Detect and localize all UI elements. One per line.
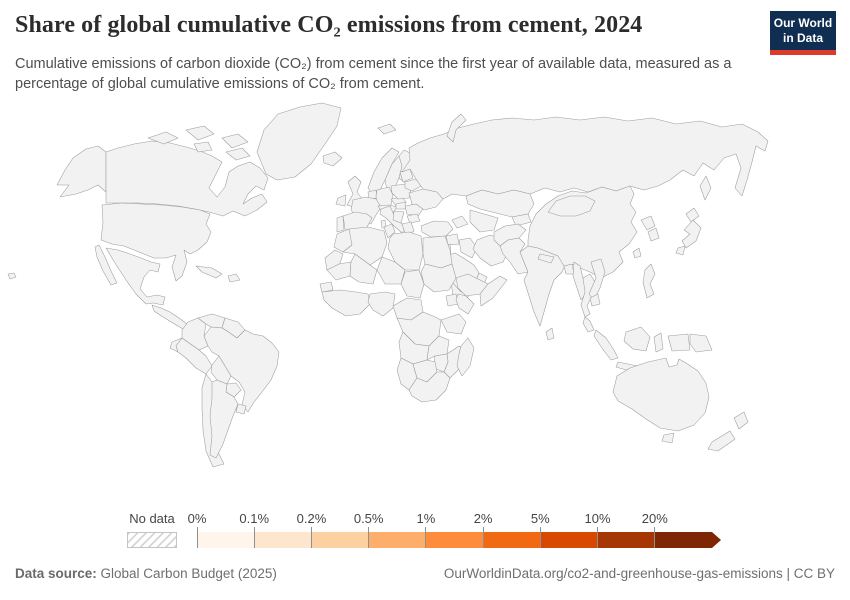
- country-west-papua[interactable]: [667, 333, 691, 352]
- country-cambodia[interactable]: [589, 293, 601, 307]
- country-papua-new-guinea[interactable]: [689, 333, 713, 353]
- country-novaya-zemlya[interactable]: [446, 113, 467, 143]
- legend-bin-5%[interactable]: 5%: [531, 511, 598, 548]
- country-bolivia[interactable]: [210, 355, 232, 385]
- country-sumatra[interactable]: [593, 329, 619, 361]
- country-chad[interactable]: [400, 269, 425, 299]
- country-kyrgyz-tajik[interactable]: [511, 213, 532, 227]
- country-romania[interactable]: [404, 203, 424, 217]
- country-new-zealand-north[interactable]: [733, 411, 749, 430]
- country-hungary[interactable]: [395, 201, 407, 210]
- country-vietnam[interactable]: [588, 258, 606, 301]
- legend-bin-0%[interactable]: 0%: [188, 511, 255, 548]
- country-tunisia[interactable]: [383, 223, 396, 239]
- country-nepal[interactable]: [537, 253, 555, 264]
- country-svalbard[interactable]: [377, 123, 397, 135]
- country-thailand[interactable]: [580, 273, 596, 318]
- map-legend: No data 0% 0.1% 0.2% 0.5% 1% 2% 5% 10% 20%: [0, 510, 850, 555]
- legend-bin-10%[interactable]: 10%: [585, 511, 655, 548]
- country-taiwan[interactable]: [632, 247, 642, 259]
- legend-bin-1%[interactable]: 1%: [416, 511, 484, 548]
- country-ireland[interactable]: [335, 194, 347, 207]
- owid-logo[interactable]: Our World in Data: [770, 11, 836, 55]
- country-kenya[interactable]: [455, 293, 475, 315]
- country-borneo[interactable]: [623, 326, 651, 352]
- country-somalia[interactable]: [479, 275, 508, 307]
- country-south-africa[interactable]: [408, 371, 451, 403]
- legend-no-data-swatch[interactable]: [127, 532, 177, 548]
- country-alaska[interactable]: [56, 145, 107, 198]
- owid-logo-line2: in Data: [782, 30, 823, 45]
- page-title: Share of global cumulative CO₂ emissions…: [15, 12, 643, 38]
- legend-bin-0.2%[interactable]: 0.2%: [297, 511, 369, 548]
- data-source-label: Data source:: [15, 566, 97, 581]
- legend-bin-0.5%[interactable]: 0.5%: [354, 511, 426, 548]
- country-argentina[interactable]: [209, 379, 239, 459]
- owid-logo-stripe: [770, 50, 836, 55]
- country-australia[interactable]: [612, 357, 710, 432]
- legend-bar: 0% 0.1% 0.2% 0.5% 1% 2% 5% 10% 20%: [188, 511, 721, 548]
- legend-bin-0.1%[interactable]: 0.1%: [239, 511, 312, 548]
- country-mexico[interactable]: [105, 247, 166, 306]
- world-map[interactable]: [0, 96, 850, 511]
- country-united-states[interactable]: [100, 202, 212, 282]
- country-japan-honshu[interactable]: [681, 219, 702, 249]
- country-malaysia[interactable]: [582, 316, 595, 333]
- country-japan-hokkaido[interactable]: [685, 207, 700, 223]
- country-portugal[interactable]: [336, 215, 345, 233]
- country-hawaii[interactable]: [7, 272, 17, 280]
- country-canada[interactable]: [105, 140, 269, 217]
- country-nigeria[interactable]: [367, 291, 396, 317]
- country-uzbek-turkmen[interactable]: [469, 209, 499, 233]
- country-turkey[interactable]: [420, 220, 454, 238]
- country-caucasus[interactable]: [451, 215, 469, 229]
- country-canadian-arctic[interactable]: [147, 125, 251, 161]
- legend-no-data-label: No data: [129, 511, 175, 526]
- legend-arrow: [711, 532, 721, 548]
- country-iraq[interactable]: [458, 237, 478, 259]
- country-japan-kyushu[interactable]: [675, 245, 686, 256]
- country-tasmania[interactable]: [661, 432, 675, 444]
- country-south-korea[interactable]: [647, 227, 660, 242]
- country-belarus[interactable]: [404, 178, 422, 192]
- country-bulgaria[interactable]: [406, 213, 421, 224]
- country-uruguay[interactable]: [235, 403, 247, 415]
- country-syria[interactable]: [445, 233, 460, 246]
- country-greenland[interactable]: [256, 102, 342, 181]
- owid-logo-line1: Our World: [773, 15, 833, 30]
- country-sri-lanka[interactable]: [545, 327, 555, 341]
- attribution-line[interactable]: OurWorldinData.org/co2-and-greenhouse-ga…: [443, 566, 835, 581]
- country-north-korea[interactable]: [640, 215, 656, 231]
- legend-bin-2%[interactable]: 2%: [474, 511, 541, 548]
- country-west-africa[interactable]: [321, 289, 371, 317]
- country-balkans[interactable]: [392, 210, 405, 224]
- country-mali[interactable]: [349, 253, 378, 285]
- country-new-zealand-south[interactable]: [707, 430, 736, 452]
- country-mongolia[interactable]: [547, 195, 596, 217]
- country-sulawesi[interactable]: [653, 332, 664, 353]
- country-niger[interactable]: [376, 256, 406, 285]
- owid-logo-box: Our World in Data: [770, 11, 836, 50]
- data-source-line: Data source: Global Carbon Budget (2025): [15, 566, 277, 581]
- country-sudan[interactable]: [420, 263, 457, 293]
- chart-subtitle: Cumulative emissions of carbon dioxide (…: [15, 56, 732, 92]
- data-source-value: Global Carbon Budget (2025): [96, 566, 277, 581]
- country-cuba[interactable]: [195, 265, 223, 279]
- country-central-america[interactable]: [151, 304, 188, 330]
- country-baja-california[interactable]: [94, 244, 118, 286]
- country-algeria[interactable]: [342, 226, 388, 266]
- country-sakhalin[interactable]: [699, 175, 712, 201]
- country-hispaniola[interactable]: [227, 273, 241, 283]
- country-senegal[interactable]: [319, 281, 334, 293]
- country-kazakhstan[interactable]: [465, 189, 535, 218]
- country-philippines[interactable]: [642, 263, 656, 299]
- legend-bin-20%[interactable]: 20%: [642, 511, 712, 548]
- country-libya[interactable]: [387, 231, 424, 271]
- country-iceland[interactable]: [322, 151, 343, 167]
- country-tanzania[interactable]: [440, 313, 467, 335]
- country-madagascar[interactable]: [456, 337, 475, 377]
